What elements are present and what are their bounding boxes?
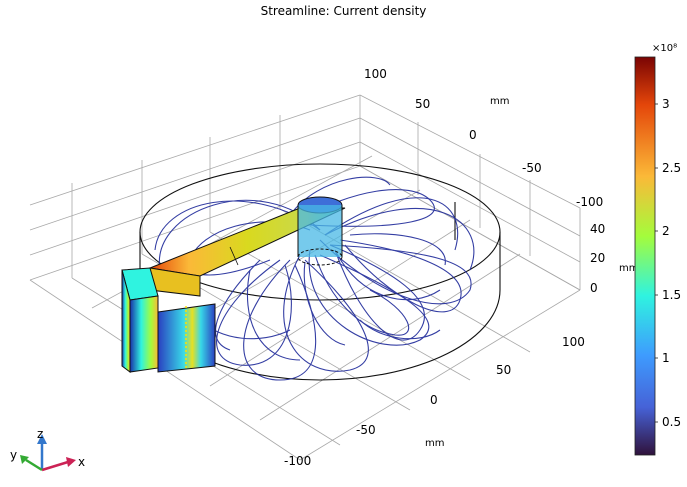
y-tick: -100 bbox=[576, 195, 603, 209]
z-tick: 20 bbox=[590, 251, 605, 265]
colorbar-tick: 1.5 bbox=[662, 288, 681, 302]
colorbar-tick: 0.5 bbox=[662, 415, 681, 429]
y-tick: 0 bbox=[469, 128, 477, 142]
x-tick: 100 bbox=[562, 335, 585, 349]
conductor-bar bbox=[148, 207, 346, 297]
x-tick: 0 bbox=[430, 393, 438, 407]
y-tick: -50 bbox=[522, 161, 542, 175]
z-tick: 0 bbox=[590, 281, 598, 295]
y-axis-ticks: 100 50 0 -50 -100 mm bbox=[364, 67, 603, 209]
z-axis-ticks: 40 20 0 mm bbox=[590, 222, 638, 295]
z-tick: 40 bbox=[590, 222, 605, 236]
front-block bbox=[157, 303, 216, 373]
triad-x-label: x bbox=[78, 455, 85, 469]
x-tick: -100 bbox=[284, 454, 311, 468]
z-axis-unit: mm bbox=[619, 263, 638, 274]
left-block bbox=[121, 267, 159, 373]
colorbar-tick: 2 bbox=[662, 224, 670, 238]
triad-y-label: y bbox=[10, 448, 17, 462]
colorbar: ×10⁸ 3 2.5 2 1.5 1 0.5 bbox=[634, 43, 681, 456]
plot-title: Streamline: Current density bbox=[260, 4, 427, 18]
x-tick: -50 bbox=[356, 423, 376, 437]
axis-triad: z x y bbox=[10, 427, 85, 472]
cylinder bbox=[297, 196, 343, 266]
colorbar-tick: 3 bbox=[662, 97, 670, 111]
grid-lines bbox=[29, 94, 581, 461]
y-axis-unit: mm bbox=[490, 96, 509, 107]
triad-x-axis bbox=[41, 460, 69, 472]
colorbar-tick: 1 bbox=[662, 351, 670, 365]
x-tick: 50 bbox=[496, 363, 511, 377]
triad-z-label: z bbox=[37, 427, 43, 441]
colorbar-tick: 2.5 bbox=[662, 161, 681, 175]
y-tick: 50 bbox=[415, 97, 430, 111]
triad-y-axis bbox=[25, 458, 43, 472]
colorbar-exponent: ×10⁸ bbox=[652, 43, 677, 54]
x-axis-ticks: 100 50 0 -50 -100 mm bbox=[284, 335, 585, 468]
x-axis-unit: mm bbox=[425, 438, 444, 449]
y-tick: 100 bbox=[364, 67, 387, 81]
